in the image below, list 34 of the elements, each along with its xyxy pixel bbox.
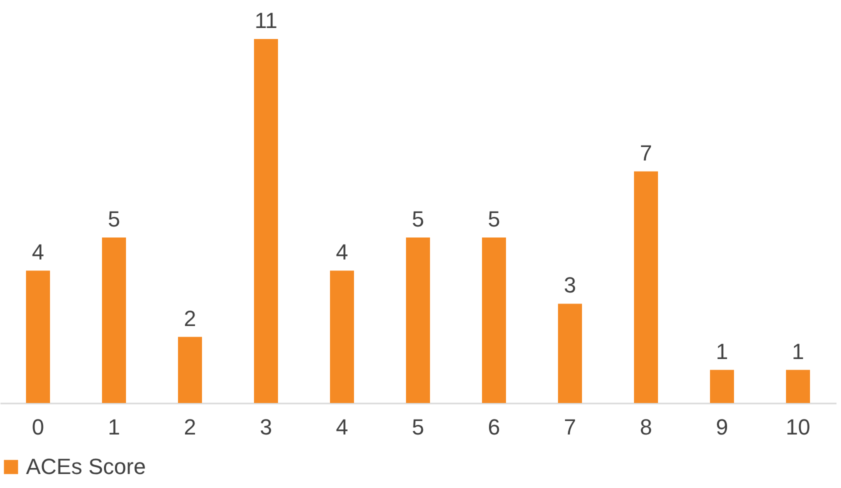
data-label: 3 (564, 272, 576, 298)
x-tick-label: 6 (488, 414, 500, 440)
bar (634, 171, 658, 403)
x-tick-label: 8 (640, 414, 652, 440)
x-tick-label: 5 (412, 414, 424, 440)
data-label: 4 (32, 240, 44, 265)
bar (558, 304, 582, 403)
bar (254, 39, 278, 403)
x-tick-label: 10 (786, 414, 810, 440)
data-label: 1 (792, 338, 804, 364)
bar (330, 270, 354, 403)
data-label: 1 (716, 338, 728, 364)
x-tick-label: 9 (716, 414, 728, 440)
x-tick-label: 2 (184, 414, 196, 440)
x-tick-label: 1 (108, 414, 120, 440)
bar (710, 370, 734, 403)
data-label: 5 (108, 206, 120, 232)
bar (482, 238, 506, 403)
data-label: 11 (254, 8, 278, 33)
data-label: 5 (412, 206, 424, 232)
bar (406, 238, 430, 403)
x-tick-label: 7 (564, 414, 576, 440)
data-label: 7 (640, 140, 652, 166)
data-label: 2 (184, 306, 196, 331)
bar (102, 238, 126, 403)
x-tick-label: 0 (32, 414, 44, 440)
bar (26, 270, 50, 403)
x-tick-label: 3 (260, 414, 272, 440)
bar (786, 370, 810, 403)
data-label: 5 (488, 206, 500, 232)
bar (178, 336, 202, 403)
legend-label: ACEs Score (26, 454, 146, 479)
data-label: 4 (336, 240, 348, 265)
x-tick-label: 4 (336, 414, 348, 440)
